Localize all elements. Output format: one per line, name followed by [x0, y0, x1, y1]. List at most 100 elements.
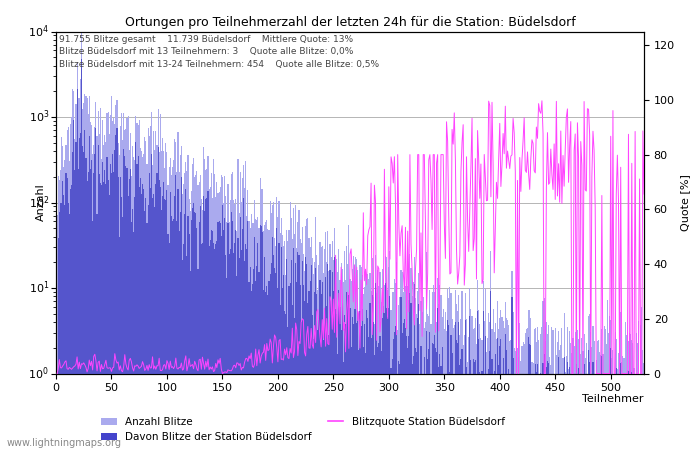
Bar — [251, 292, 252, 450]
Bar — [404, 319, 405, 450]
Bar — [438, 304, 440, 450]
Bar — [154, 150, 155, 450]
Bar — [174, 196, 175, 450]
Bar — [569, 368, 570, 450]
Bar — [97, 111, 99, 450]
Bar — [561, 374, 563, 450]
Bar — [496, 339, 497, 450]
Bar — [509, 374, 510, 450]
Bar — [241, 178, 243, 450]
Bar — [362, 275, 363, 450]
Bar — [285, 314, 286, 450]
Bar — [324, 313, 325, 450]
Bar — [374, 355, 375, 450]
Bar — [244, 188, 245, 450]
Bar — [448, 324, 449, 450]
Bar — [408, 336, 409, 450]
Bar — [306, 219, 307, 450]
Bar — [557, 342, 558, 450]
Bar — [57, 176, 59, 450]
Bar — [252, 224, 253, 450]
Bar — [370, 338, 372, 450]
Bar — [272, 205, 273, 450]
Bar — [386, 257, 387, 450]
Bar — [573, 346, 575, 450]
Bar — [440, 295, 442, 450]
Bar — [535, 364, 536, 450]
Bar — [613, 374, 615, 450]
Bar — [108, 194, 110, 450]
Bar — [568, 374, 569, 450]
Bar — [223, 203, 224, 450]
Bar — [220, 175, 222, 450]
Bar — [601, 329, 603, 450]
Bar — [358, 315, 359, 450]
Bar — [118, 177, 119, 450]
Bar — [482, 281, 484, 450]
Bar — [234, 243, 235, 450]
Bar — [423, 297, 424, 450]
Bar — [162, 138, 163, 450]
Bar — [413, 282, 414, 450]
Bar — [92, 220, 93, 450]
Bar — [292, 239, 293, 450]
Bar — [124, 156, 125, 450]
Bar — [62, 181, 63, 450]
Bar — [507, 374, 508, 450]
Bar — [415, 348, 416, 450]
Bar — [427, 359, 428, 450]
Bar — [201, 244, 202, 450]
Bar — [319, 280, 321, 450]
Bar — [284, 311, 285, 450]
Bar — [199, 206, 201, 450]
Bar — [438, 367, 440, 450]
Bar — [391, 359, 393, 450]
Bar — [61, 203, 62, 450]
Bar — [88, 171, 89, 450]
Bar — [498, 329, 499, 450]
Bar — [364, 324, 365, 450]
Bar — [322, 246, 323, 450]
Bar — [624, 322, 626, 450]
Bar — [495, 323, 496, 450]
Bar — [531, 374, 533, 450]
Bar — [639, 374, 640, 450]
Bar — [365, 274, 366, 450]
Bar — [518, 374, 519, 450]
Bar — [210, 240, 211, 450]
Bar — [87, 98, 88, 450]
Bar — [80, 133, 81, 450]
Bar — [435, 348, 436, 450]
Bar — [99, 174, 100, 450]
Bar — [477, 280, 478, 450]
Bar — [216, 182, 218, 450]
Bar — [626, 335, 627, 450]
Bar — [141, 194, 142, 450]
Bar — [133, 158, 134, 450]
Bar — [136, 123, 137, 450]
Bar — [66, 130, 68, 450]
Bar — [207, 191, 209, 450]
Bar — [164, 199, 165, 450]
Bar — [143, 154, 144, 450]
Bar — [540, 334, 541, 450]
Bar — [302, 261, 303, 450]
Bar — [62, 146, 63, 450]
Bar — [541, 374, 542, 450]
Bar — [192, 164, 193, 450]
Bar — [592, 362, 594, 450]
Bar — [468, 337, 469, 450]
Bar — [260, 226, 262, 450]
Bar — [323, 340, 324, 450]
Bar — [142, 184, 143, 450]
Bar — [454, 325, 455, 450]
Bar — [384, 313, 385, 450]
Bar — [353, 324, 354, 450]
Bar — [545, 374, 546, 450]
Bar — [638, 321, 639, 450]
Bar — [174, 140, 175, 450]
Bar — [121, 198, 122, 450]
Bar — [231, 175, 232, 450]
Bar — [467, 374, 468, 450]
Bar — [288, 230, 290, 450]
